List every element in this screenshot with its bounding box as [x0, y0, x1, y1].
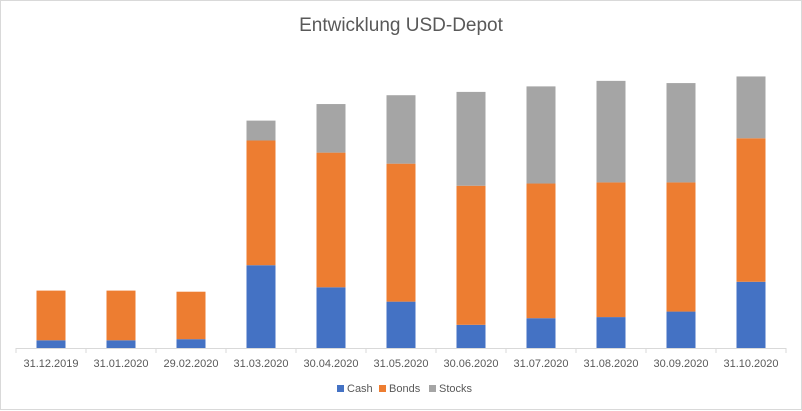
x-tick-label: 31.05.2020: [373, 358, 428, 370]
legend-label-cash: Cash: [347, 383, 373, 395]
bar-bonds-5: [386, 163, 416, 302]
bar-stocks-3: [246, 120, 276, 141]
bar-stocks-7: [526, 86, 556, 184]
bar-stocks-5: [386, 95, 416, 164]
bar-cash-3: [246, 265, 276, 348]
x-tick-label: 30.04.2020: [303, 358, 358, 370]
legend: Cash Bonds Stocks: [337, 383, 473, 395]
legend-swatch-stocks: [429, 385, 436, 392]
bar-bonds-2: [176, 291, 206, 340]
bar-cash-1: [106, 340, 136, 348]
bar-bonds-7: [526, 183, 556, 319]
bar-stocks-9: [666, 83, 696, 183]
bar-cash-4: [316, 287, 346, 348]
bar-bonds-4: [316, 152, 346, 288]
x-tick-label: 31.08.2020: [583, 358, 638, 370]
x-tick-label: 29.02.2020: [163, 358, 218, 370]
bar-stocks-6: [456, 91, 486, 186]
x-axis: 31.12.2019 31.01.2020 29.02.2020 31.03.2020…: [15, 348, 787, 370]
plot-area: [36, 76, 766, 348]
bar-cash-10: [736, 281, 766, 348]
bar-bonds-0: [36, 290, 66, 341]
x-tick-label: 31.12.2019: [23, 358, 78, 370]
x-tick-label: 31.10.2020: [723, 358, 778, 370]
x-tick-label: 31.07.2020: [513, 358, 568, 370]
bar-bonds-8: [596, 182, 626, 318]
bar-stocks-8: [596, 80, 626, 183]
legend-swatch-cash: [337, 385, 344, 392]
bar-bonds-3: [246, 140, 276, 266]
bar-cash-5: [386, 301, 416, 348]
x-tick-label: 30.06.2020: [443, 358, 498, 370]
bar-bonds-9: [666, 182, 696, 312]
bar-cash-9: [666, 311, 696, 348]
x-tick-label: 30.09.2020: [653, 358, 708, 370]
legend-swatch-bonds: [379, 385, 386, 392]
legend-label-stocks: Stocks: [439, 383, 473, 395]
chart-title: Entwicklung USD-Depot: [299, 15, 504, 36]
bar-cash-8: [596, 317, 626, 348]
bar-cash-0: [36, 340, 66, 348]
bar-bonds-6: [456, 185, 486, 325]
bar-bonds-10: [736, 138, 766, 282]
x-tick-label: 31.03.2020: [233, 358, 288, 370]
bar-cash-2: [176, 339, 206, 348]
bar-stocks-4: [316, 104, 346, 153]
bar-cash-7: [526, 318, 556, 348]
x-tick-label: 31.01.2020: [93, 358, 148, 370]
legend-label-bonds: Bonds: [389, 383, 421, 395]
bar-bonds-1: [106, 290, 136, 341]
bar-stocks-10: [736, 76, 766, 139]
bar-cash-6: [456, 324, 486, 348]
